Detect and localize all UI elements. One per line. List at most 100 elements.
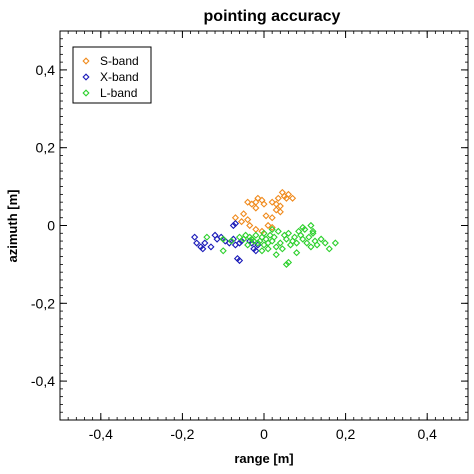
data-point (235, 239, 244, 247)
y-tick-label: -0,4 (31, 373, 55, 389)
legend-label: L-band (100, 86, 137, 100)
data-point (274, 194, 282, 202)
data-point (219, 247, 227, 255)
data-point (284, 190, 293, 198)
data-point (307, 243, 315, 251)
data-point (270, 233, 278, 241)
data-point (284, 258, 293, 267)
data-point (221, 237, 229, 245)
data-point (264, 221, 272, 230)
data-point (254, 239, 262, 247)
data-point (242, 231, 250, 239)
data-point (199, 245, 207, 253)
data-point (266, 231, 274, 239)
data-point (268, 223, 276, 232)
data-point (260, 229, 268, 237)
x-tick-label: -0,2 (170, 426, 194, 442)
legend-box (72, 46, 152, 104)
data-point (288, 194, 297, 202)
data-point (272, 251, 280, 259)
data-point (307, 221, 315, 230)
data-point (252, 247, 260, 255)
y-axis-label: azimuth [m] (5, 190, 20, 263)
series-l-band (203, 221, 339, 268)
y-tick-labels: 0,4 0,2 0 -0,2 -0,4 (31, 62, 55, 389)
data-point (252, 204, 260, 212)
data-point (244, 198, 252, 206)
data-point (227, 237, 235, 245)
x-tick-label: 0 (260, 426, 268, 442)
data-point (252, 231, 260, 239)
legend-marker (82, 73, 90, 81)
x-tick-label: 0,4 (417, 426, 437, 442)
y-tick-label: 0,2 (36, 140, 56, 156)
data-point (264, 245, 272, 253)
data-point (229, 221, 237, 230)
major-ticks (60, 31, 468, 420)
data-point (317, 235, 325, 243)
data-point (284, 229, 293, 237)
data-point (225, 239, 233, 247)
chart-title: pointing accuracy (204, 8, 341, 25)
data-point (246, 221, 254, 230)
data-point (191, 233, 199, 241)
series-x-band (191, 219, 262, 265)
data-point (244, 241, 252, 249)
data-points (191, 188, 339, 268)
data-point (254, 194, 262, 202)
x-axis-label: range [m] (234, 451, 293, 466)
x-tick-labels: -0,4 -0,2 0 0,2 0,4 (89, 426, 437, 442)
data-point (299, 223, 307, 232)
legend: S-band X-band L-band (72, 46, 152, 104)
legend-items: S-band X-band L-band (82, 54, 139, 100)
data-point (207, 243, 215, 251)
data-point (260, 200, 268, 208)
data-point (274, 227, 282, 235)
data-point (331, 239, 339, 247)
data-point (219, 235, 227, 243)
data-point (240, 210, 248, 218)
data-point (237, 218, 246, 226)
legend-marker (82, 57, 90, 65)
y-tick-label: 0 (47, 218, 55, 234)
data-point (272, 206, 280, 214)
data-point (268, 214, 276, 222)
data-point (272, 243, 280, 251)
data-point (321, 239, 329, 247)
data-point (193, 239, 201, 247)
data-point (250, 237, 258, 245)
data-point (244, 216, 252, 224)
data-point (258, 247, 266, 255)
y-tick-label: -0,2 (31, 295, 55, 311)
x-tick-label: -0,4 (89, 426, 113, 442)
data-point (268, 225, 276, 233)
data-point (248, 239, 256, 247)
data-point (278, 245, 286, 253)
y-tick-label: 0,4 (36, 62, 56, 78)
data-point (235, 233, 244, 241)
data-point (268, 198, 276, 206)
data-point (262, 212, 270, 220)
data-point (325, 245, 333, 253)
legend-label: X-band (100, 70, 139, 84)
data-point (235, 256, 244, 265)
x-tick-label: 0,2 (336, 426, 356, 442)
legend-label: S-band (100, 54, 139, 68)
data-point (231, 219, 240, 228)
data-point (276, 239, 284, 247)
data-point (276, 208, 284, 216)
legend-marker (82, 89, 90, 97)
data-point (282, 235, 291, 243)
data-point (303, 239, 311, 247)
data-point (201, 239, 209, 247)
data-point (291, 233, 299, 241)
data-point (301, 225, 309, 233)
data-point (282, 260, 291, 268)
data-point (299, 235, 307, 243)
data-point (305, 233, 313, 241)
data-point (309, 227, 317, 235)
data-point (203, 233, 211, 241)
data-point (313, 241, 321, 249)
data-point (293, 249, 301, 257)
